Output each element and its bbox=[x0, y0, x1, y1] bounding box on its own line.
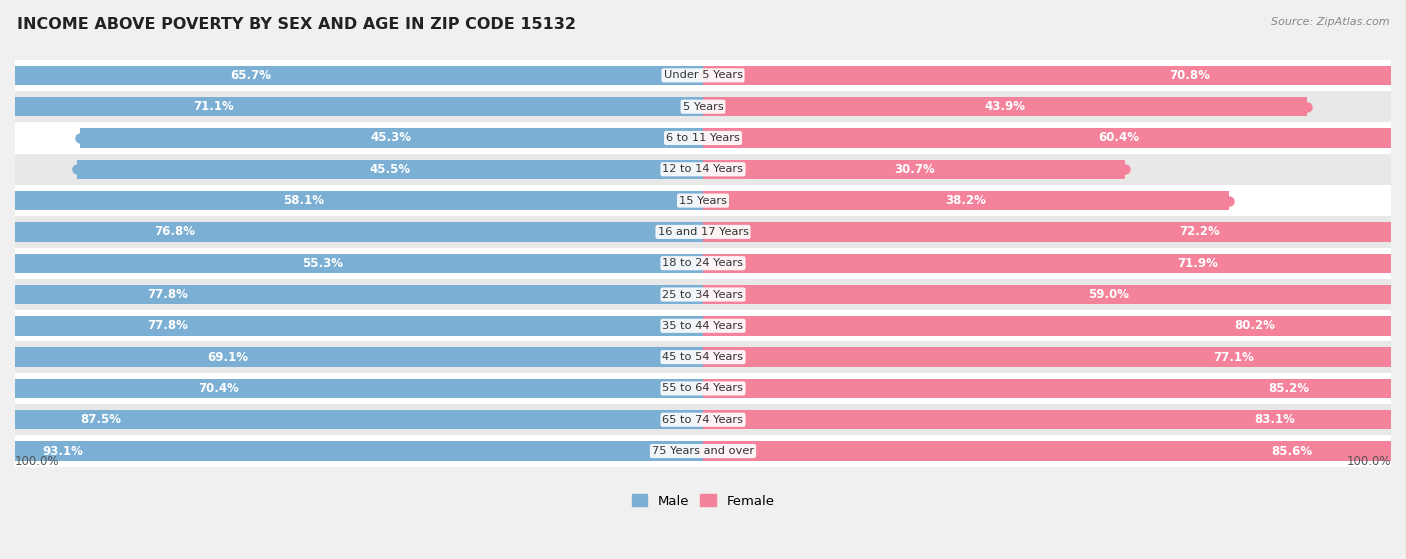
Bar bbox=[0, 410, 703, 429]
Text: 25 to 34 Years: 25 to 34 Years bbox=[662, 290, 744, 300]
Bar bbox=[80, 128, 703, 148]
Text: 76.8%: 76.8% bbox=[155, 225, 195, 238]
Bar bbox=[0, 404, 1391, 435]
Text: 77.8%: 77.8% bbox=[148, 288, 188, 301]
Bar bbox=[0, 279, 1391, 310]
Bar bbox=[703, 65, 1406, 85]
Text: Source: ZipAtlas.com: Source: ZipAtlas.com bbox=[1271, 17, 1389, 27]
Bar bbox=[703, 253, 1406, 273]
Bar bbox=[0, 347, 703, 367]
Text: 38.2%: 38.2% bbox=[945, 194, 986, 207]
Bar bbox=[0, 310, 1391, 342]
Text: 65.7%: 65.7% bbox=[231, 69, 271, 82]
Bar bbox=[703, 191, 1229, 210]
Bar bbox=[77, 159, 703, 179]
Bar bbox=[0, 191, 703, 210]
Text: 65 to 74 Years: 65 to 74 Years bbox=[662, 415, 744, 425]
Text: 70.8%: 70.8% bbox=[1170, 69, 1211, 82]
Text: 69.1%: 69.1% bbox=[207, 350, 247, 363]
Text: 45 to 54 Years: 45 to 54 Years bbox=[662, 352, 744, 362]
Bar bbox=[0, 248, 1391, 279]
Bar bbox=[0, 342, 1391, 373]
Text: 60.4%: 60.4% bbox=[1098, 131, 1139, 144]
Text: 6 to 11 Years: 6 to 11 Years bbox=[666, 133, 740, 143]
Bar bbox=[0, 216, 1391, 248]
Text: 55 to 64 Years: 55 to 64 Years bbox=[662, 383, 744, 394]
Text: 55.3%: 55.3% bbox=[302, 257, 343, 269]
Text: 15 Years: 15 Years bbox=[679, 196, 727, 206]
Bar bbox=[703, 285, 1406, 304]
Text: 83.1%: 83.1% bbox=[1254, 413, 1295, 426]
Bar bbox=[703, 222, 1406, 241]
Text: 87.5%: 87.5% bbox=[80, 413, 121, 426]
Text: INCOME ABOVE POVERTY BY SEX AND AGE IN ZIP CODE 15132: INCOME ABOVE POVERTY BY SEX AND AGE IN Z… bbox=[17, 17, 576, 32]
Text: 5 Years: 5 Years bbox=[683, 102, 723, 112]
Text: 75 Years and over: 75 Years and over bbox=[652, 446, 754, 456]
Text: 18 to 24 Years: 18 to 24 Years bbox=[662, 258, 744, 268]
Text: 71.1%: 71.1% bbox=[194, 100, 235, 113]
Bar bbox=[703, 442, 1406, 461]
Text: 45.3%: 45.3% bbox=[371, 131, 412, 144]
Bar bbox=[703, 97, 1308, 116]
Bar bbox=[0, 91, 1391, 122]
Bar bbox=[703, 379, 1406, 398]
Text: 30.7%: 30.7% bbox=[894, 163, 935, 176]
Bar bbox=[0, 65, 703, 85]
Text: 35 to 44 Years: 35 to 44 Years bbox=[662, 321, 744, 331]
Text: 12 to 14 Years: 12 to 14 Years bbox=[662, 164, 744, 174]
Text: 100.0%: 100.0% bbox=[1347, 455, 1391, 468]
Bar bbox=[703, 410, 1406, 429]
Text: 45.5%: 45.5% bbox=[370, 163, 411, 176]
Bar bbox=[0, 97, 703, 116]
Bar bbox=[0, 253, 703, 273]
Bar bbox=[0, 154, 1391, 185]
Text: 80.2%: 80.2% bbox=[1234, 319, 1275, 332]
Bar bbox=[0, 442, 703, 461]
Text: 16 and 17 Years: 16 and 17 Years bbox=[658, 227, 748, 237]
Bar bbox=[0, 60, 1391, 91]
Text: 70.4%: 70.4% bbox=[198, 382, 239, 395]
Text: 77.1%: 77.1% bbox=[1213, 350, 1254, 363]
Text: 85.2%: 85.2% bbox=[1268, 382, 1309, 395]
Bar bbox=[703, 128, 1406, 148]
Text: 43.9%: 43.9% bbox=[984, 100, 1025, 113]
Bar bbox=[0, 222, 703, 241]
Text: 93.1%: 93.1% bbox=[42, 444, 83, 457]
Bar bbox=[0, 185, 1391, 216]
Text: 77.8%: 77.8% bbox=[148, 319, 188, 332]
Bar bbox=[0, 379, 703, 398]
Text: 85.6%: 85.6% bbox=[1271, 444, 1312, 457]
Text: 71.9%: 71.9% bbox=[1177, 257, 1218, 269]
Text: 58.1%: 58.1% bbox=[283, 194, 323, 207]
Bar bbox=[703, 159, 1125, 179]
Bar bbox=[0, 373, 1391, 404]
Bar bbox=[0, 316, 703, 335]
Text: Under 5 Years: Under 5 Years bbox=[664, 70, 742, 80]
Text: 59.0%: 59.0% bbox=[1088, 288, 1129, 301]
Bar bbox=[0, 435, 1391, 467]
Bar bbox=[0, 285, 703, 304]
Bar bbox=[703, 347, 1406, 367]
Text: 72.2%: 72.2% bbox=[1180, 225, 1220, 238]
Bar bbox=[0, 122, 1391, 154]
Legend: Male, Female: Male, Female bbox=[626, 489, 780, 513]
Bar bbox=[703, 316, 1406, 335]
Text: 100.0%: 100.0% bbox=[15, 455, 59, 468]
